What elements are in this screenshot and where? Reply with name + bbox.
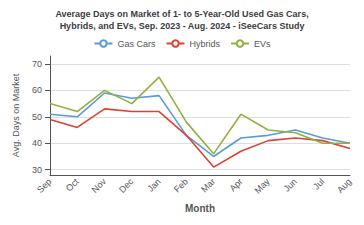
svg-text:Feb: Feb (172, 176, 190, 194)
svg-text:30: 30 (32, 165, 42, 175)
svg-text:Nov: Nov (90, 176, 109, 195)
svg-text:60: 60 (32, 85, 42, 95)
svg-text:Avg. Days on Market: Avg. Days on Market (11, 73, 21, 157)
svg-text:Hybrids, and EVs, Sep. 2023 -: Hybrids, and EVs, Sep. 2023 - Aug. 2024 … (60, 21, 305, 31)
svg-text:Month: Month (185, 203, 215, 214)
svg-text:Aug: Aug (335, 176, 353, 194)
svg-text:May: May (253, 176, 272, 195)
svg-text:40: 40 (32, 138, 42, 148)
svg-text:Hybrids: Hybrids (189, 39, 220, 49)
svg-text:Jan: Jan (145, 176, 162, 193)
svg-text:50: 50 (32, 112, 42, 122)
svg-text:Sep: Sep (35, 176, 53, 194)
svg-text:Mar: Mar (199, 176, 217, 194)
svg-text:Jun: Jun (282, 176, 299, 193)
svg-text:70: 70 (32, 59, 42, 69)
svg-text:Average Days on Market of 1- t: Average Days on Market of 1- to 5-Year-O… (55, 9, 308, 19)
svg-text:Oct: Oct (64, 176, 81, 193)
svg-text:Apr: Apr (227, 176, 244, 193)
svg-text:Dec: Dec (117, 176, 136, 195)
svg-text:EVs: EVs (254, 39, 271, 49)
svg-text:Gas Cars: Gas Cars (117, 39, 156, 49)
svg-text:Jul: Jul (311, 176, 326, 191)
